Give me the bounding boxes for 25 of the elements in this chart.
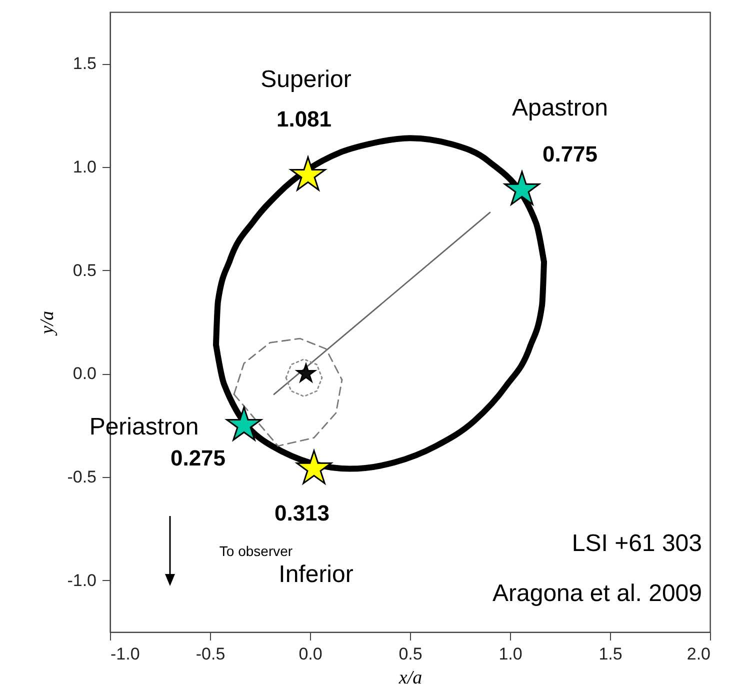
y-tick-label: 0.5 xyxy=(72,260,96,280)
x-tick-label: 2.0 xyxy=(686,644,710,664)
annotation: Apastron xyxy=(512,94,608,122)
y-tick-label: 1.0 xyxy=(72,158,96,176)
annotation: To observer xyxy=(219,543,293,559)
annotation: Superior xyxy=(260,66,352,93)
x-tick-label: 0.5 xyxy=(398,644,422,664)
y-tick-label: -0.5 xyxy=(67,468,96,486)
y-axis-title: y/a xyxy=(37,310,58,336)
annotation: 0.313 xyxy=(274,500,330,526)
x-tick-label: -0.5 xyxy=(196,644,226,664)
x-tick-label: 1.5 xyxy=(598,644,622,664)
y-tick-label: 1.5 xyxy=(72,54,96,74)
y-tick-label: 0.0 xyxy=(72,364,96,384)
x-tick-label: 1.0 xyxy=(498,644,522,664)
annotation: Aragona et al. 2009 xyxy=(492,580,702,607)
annotation: 0.275 xyxy=(170,445,226,470)
x-axis-title: x/a xyxy=(398,668,422,688)
x-tick-label: 0.0 xyxy=(298,644,322,664)
y-tick-label: -1.0 xyxy=(67,570,96,590)
annotation: 1.081 xyxy=(276,106,332,132)
annotation: Inferior xyxy=(278,561,354,588)
annotation: LSI +61 303 xyxy=(572,530,702,557)
x-tick-label: -1.0 xyxy=(110,644,140,664)
annotation: 0.775 xyxy=(542,142,598,167)
